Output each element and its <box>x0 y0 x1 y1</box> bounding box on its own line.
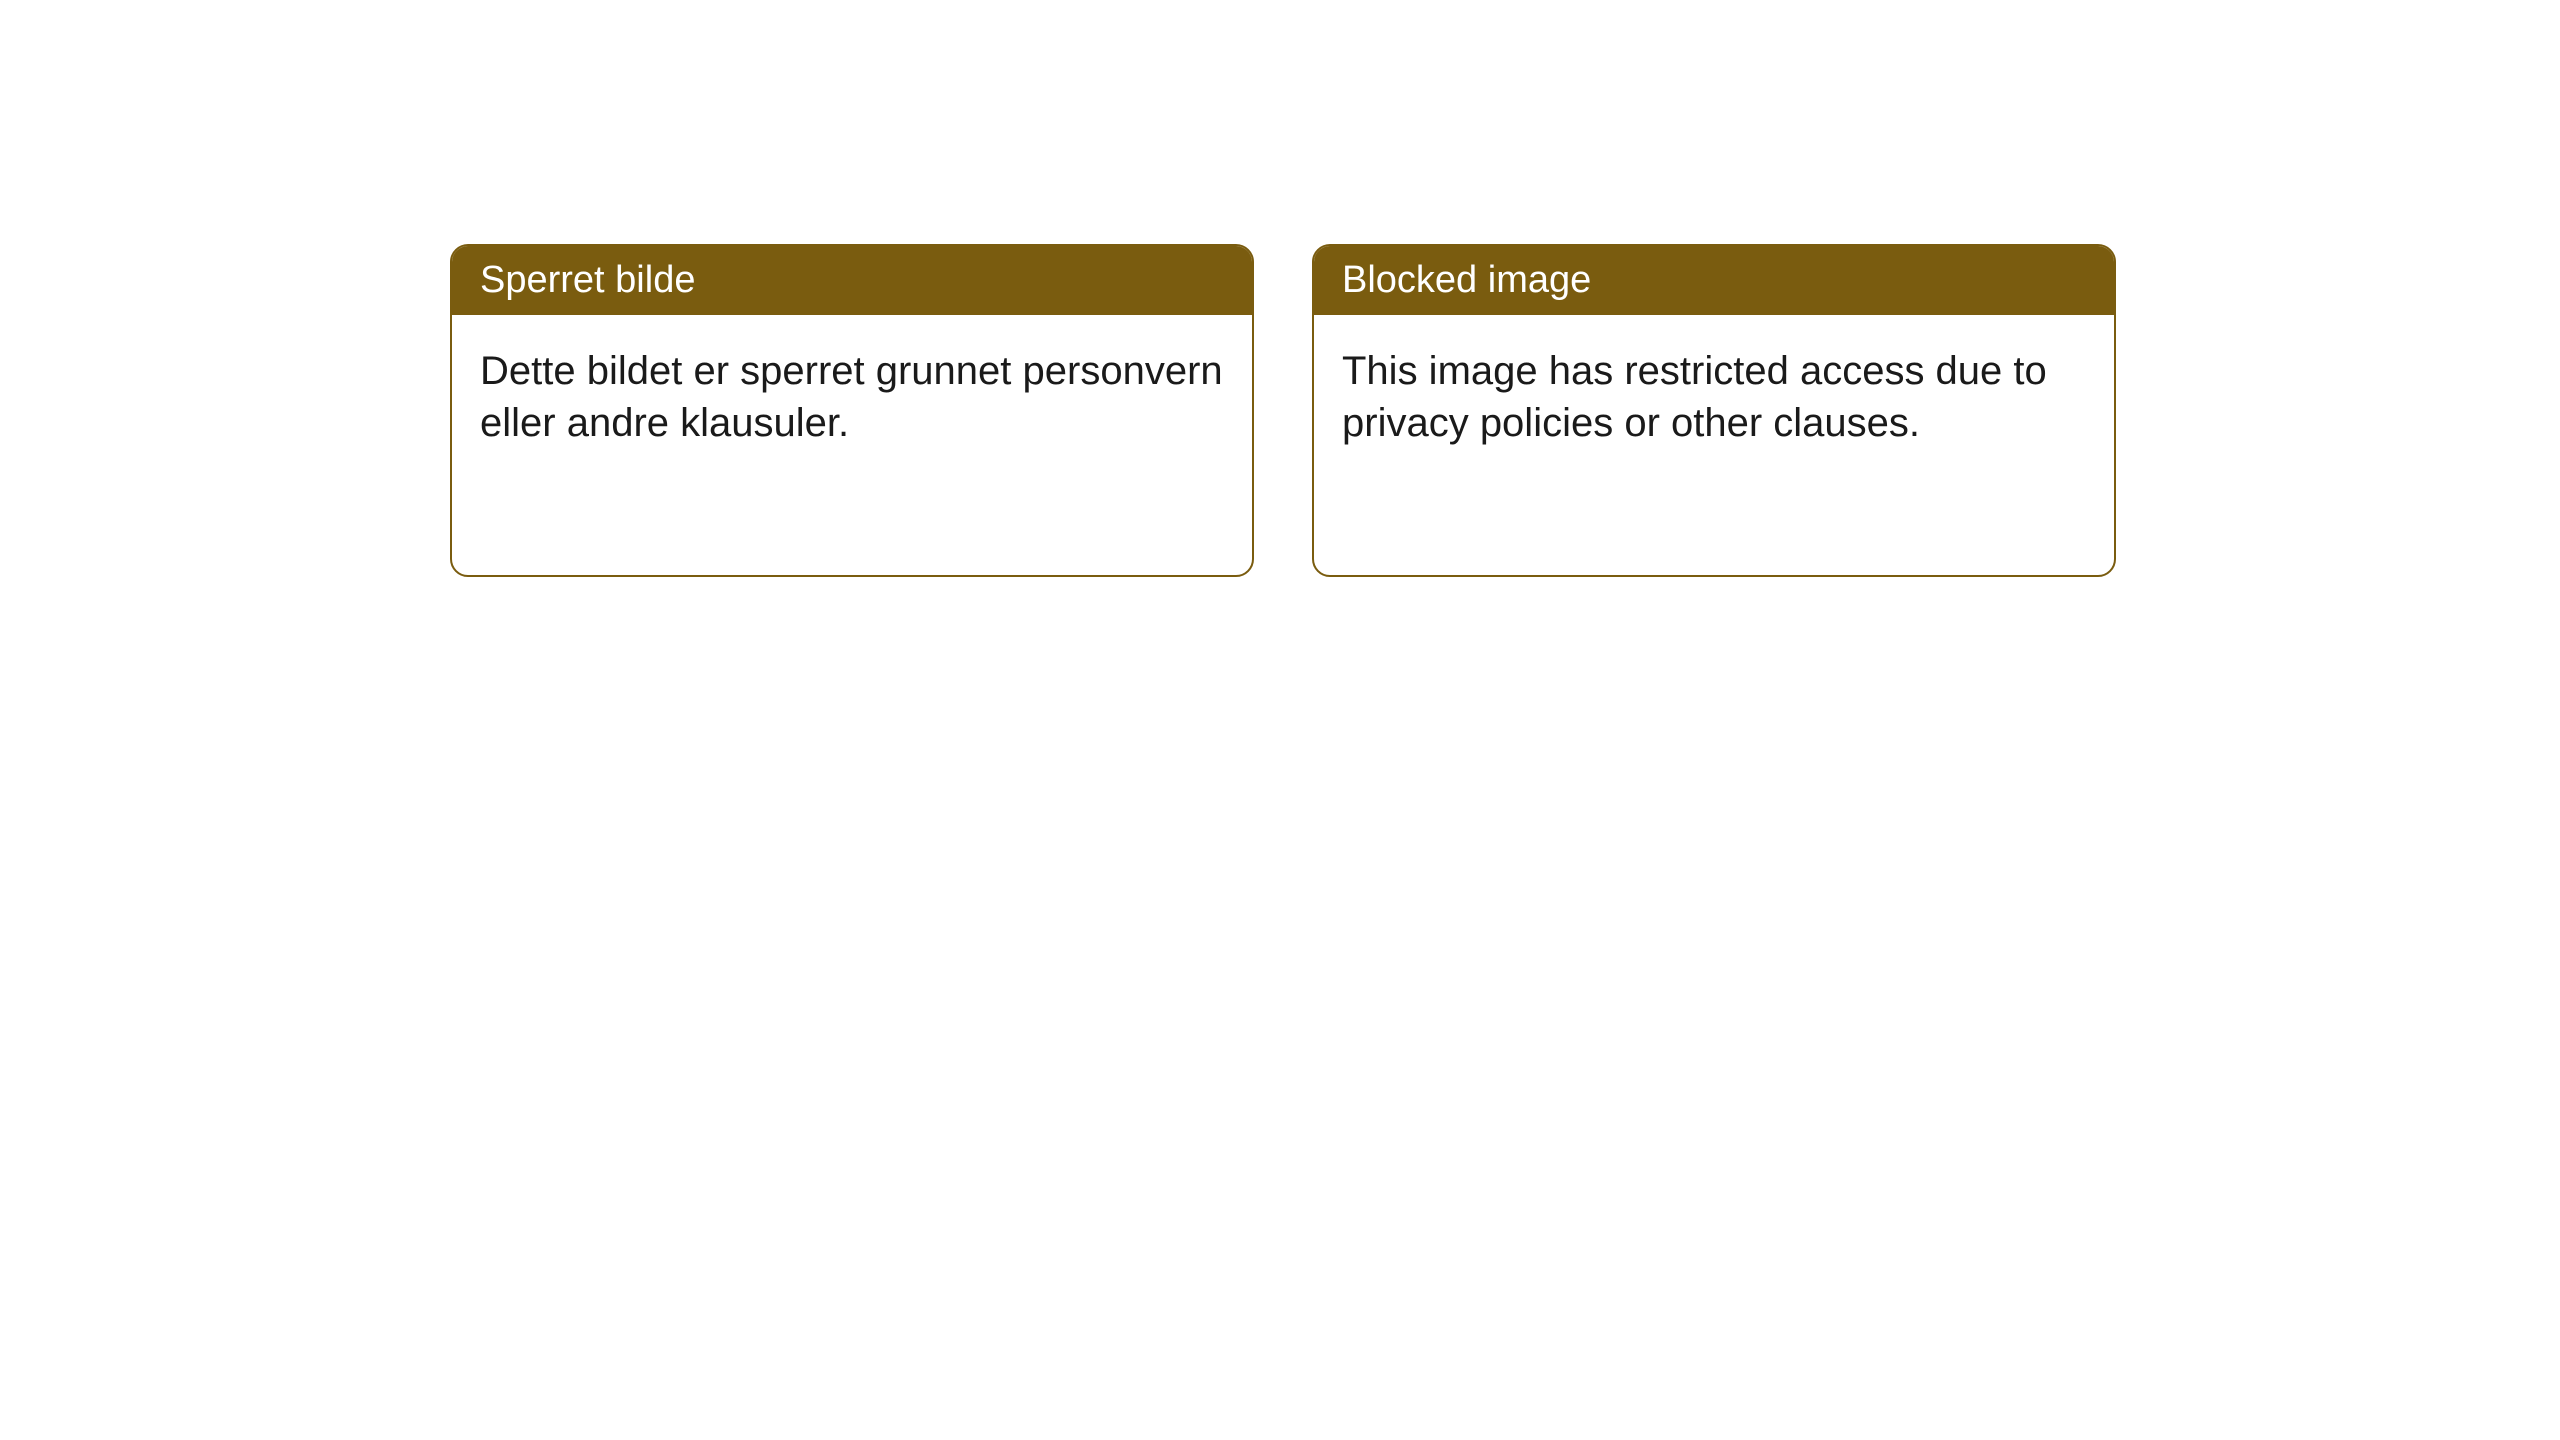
notice-body-english: This image has restricted access due to … <box>1314 315 2114 479</box>
notice-container: Sperret bilde Dette bildet er sperret gr… <box>450 244 2116 577</box>
notice-header-norwegian: Sperret bilde <box>452 246 1252 315</box>
notice-card-english: Blocked image This image has restricted … <box>1312 244 2116 577</box>
notice-header-english: Blocked image <box>1314 246 2114 315</box>
notice-card-norwegian: Sperret bilde Dette bildet er sperret gr… <box>450 244 1254 577</box>
notice-body-norwegian: Dette bildet er sperret grunnet personve… <box>452 315 1252 479</box>
